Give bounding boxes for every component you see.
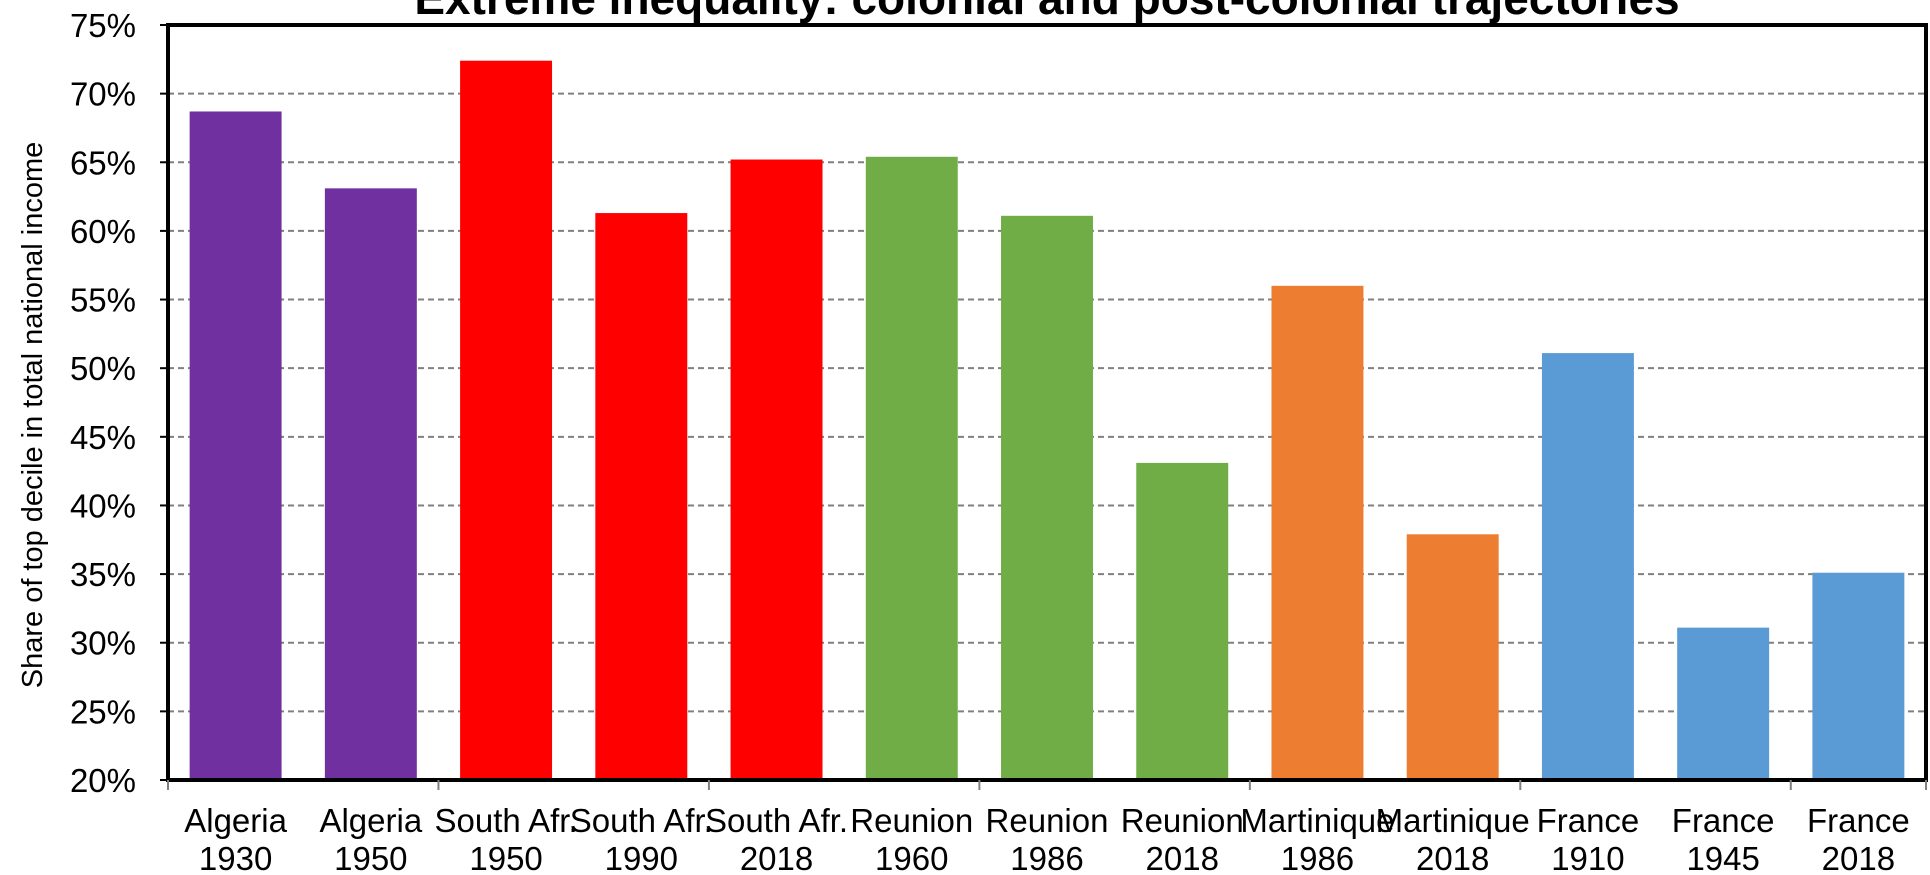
chart-title: Extreme inequality: colonial and post-co… (414, 0, 1679, 24)
y-tick-label: 30% (70, 625, 136, 662)
bar-reunion-1960 (865, 156, 958, 781)
bar-south-afr-1950 (460, 60, 553, 780)
y-tick-label: 40% (70, 487, 136, 524)
x-tick-label: Algeria 1950 (319, 802, 422, 875)
y-axis-label: Share of top decile in total national in… (17, 142, 49, 689)
x-tick-label: Reunion 1986 (986, 802, 1109, 875)
y-tick-label: 35% (70, 556, 136, 593)
x-tick-label: France 2018 (1807, 802, 1910, 875)
bar-france-2018 (1812, 572, 1905, 780)
bar-france-1945 (1677, 627, 1770, 780)
bars (189, 60, 1905, 781)
y-tick-label: 55% (70, 282, 136, 319)
y-tick-label: 50% (70, 350, 136, 387)
x-tick-label: South Afr. 2018 (705, 802, 848, 875)
y-axis-ticks: 20% 25% 30% 35% 40% 45% 50% 55% 60% 65% 70% 75% (70, 7, 168, 799)
x-tick-label: France 1945 (1672, 802, 1775, 875)
y-tick-label: 45% (70, 419, 136, 456)
x-tick-label: France 1910 (1537, 802, 1640, 875)
x-tick-label: Algeria 1930 (184, 802, 287, 875)
y-tick-label: 60% (70, 213, 136, 250)
x-tick-label: Martinique 2018 (1376, 802, 1530, 875)
bar-south-afr-2018 (730, 159, 823, 780)
bar-reunion-2018 (1136, 462, 1229, 780)
y-tick-label: 65% (70, 144, 136, 181)
x-tick-label: Reunion 2018 (1121, 802, 1244, 875)
x-tick-label: South Afr. 1950 (435, 802, 578, 875)
x-tick-label: Reunion 1960 (850, 802, 973, 875)
bar-algeria-1930 (189, 111, 282, 781)
bar-south-afr-1990 (595, 213, 688, 781)
bar-france-1910 (1541, 353, 1634, 780)
bar-martinique-1986 (1271, 285, 1364, 780)
y-tick-label: 20% (70, 762, 136, 799)
y-tick-label: 25% (70, 693, 136, 730)
y-tick-label: 75% (70, 7, 136, 44)
bar-reunion-1986 (1001, 215, 1093, 781)
x-tick-label: Martinique 1986 (1240, 802, 1394, 875)
bar-algeria-1950 (324, 188, 417, 780)
y-tick-label: 70% (70, 76, 136, 113)
bar-martinique-2018 (1406, 534, 1499, 780)
x-tick-label: South Afr. 1990 (570, 802, 713, 875)
plot-frame (166, 23, 1928, 782)
